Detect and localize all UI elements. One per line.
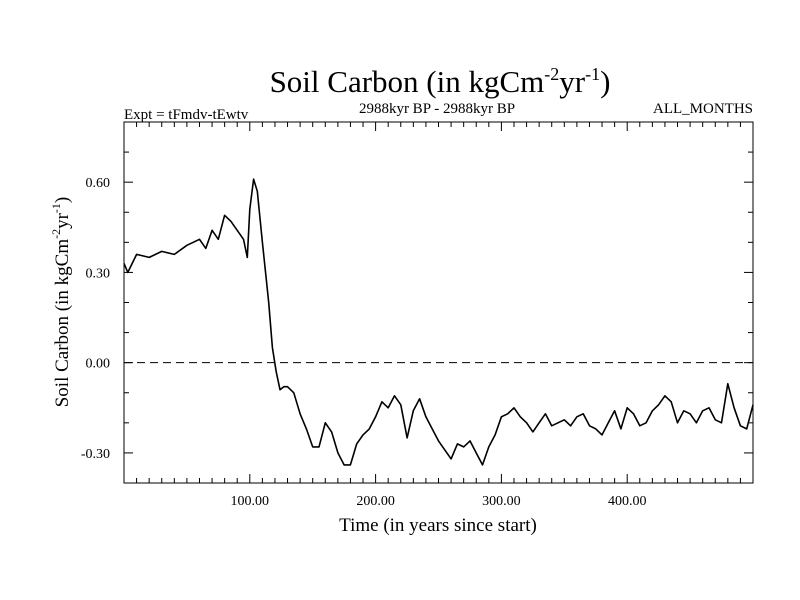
chart-title-mid: yr	[559, 64, 586, 99]
y-axis-label-base: Soil Carbon (in kgCm	[52, 239, 73, 408]
subtitle-months: ALL_MONTHS	[653, 101, 753, 117]
y-tick-label: 0.30	[86, 266, 111, 281]
y-axis-label: Soil Carbon (in kgCm-2yr-1)	[49, 197, 73, 408]
y-axis-label-mid: yr	[52, 212, 73, 229]
axis-ticks	[124, 122, 753, 483]
chart-title-exp1: -2	[544, 64, 559, 84]
y-axis-label-end: )	[52, 197, 73, 203]
x-tick-label: 300.00	[482, 494, 521, 509]
subtitle-experiment: Expt = tFmdv-tEwtv	[124, 107, 249, 123]
y-axis-label-exp2: -1	[49, 203, 63, 213]
subtitle-period: 2988kyr BP - 2988kyr BP	[359, 101, 515, 117]
x-tick-label: 200.00	[356, 494, 395, 509]
x-axis-label: Time (in years since start)	[339, 515, 537, 536]
plot-frame	[123, 121, 754, 484]
x-tick-label: 400.00	[608, 494, 647, 509]
tick-labels: 100.00 200.00 300.00 400.00 -0.30 0.00 0.30 0.6…	[81, 176, 647, 509]
chart-title-base: Soil Carbon (in kgCm	[270, 64, 545, 99]
y-tick-label: 0.00	[86, 357, 111, 372]
chart-title-exp2: -1	[585, 64, 600, 84]
y-axis-label-exp1: -2	[49, 229, 63, 239]
x-tick-label: 100.00	[231, 494, 270, 509]
y-tick-label: -0.30	[81, 447, 110, 462]
chart-title-end: )	[600, 64, 610, 99]
y-tick-label: 0.60	[86, 176, 111, 191]
chart-title: Soil Carbon (in kgCm-2yr-1)	[270, 64, 611, 99]
soil-carbon-line	[123, 178, 754, 466]
